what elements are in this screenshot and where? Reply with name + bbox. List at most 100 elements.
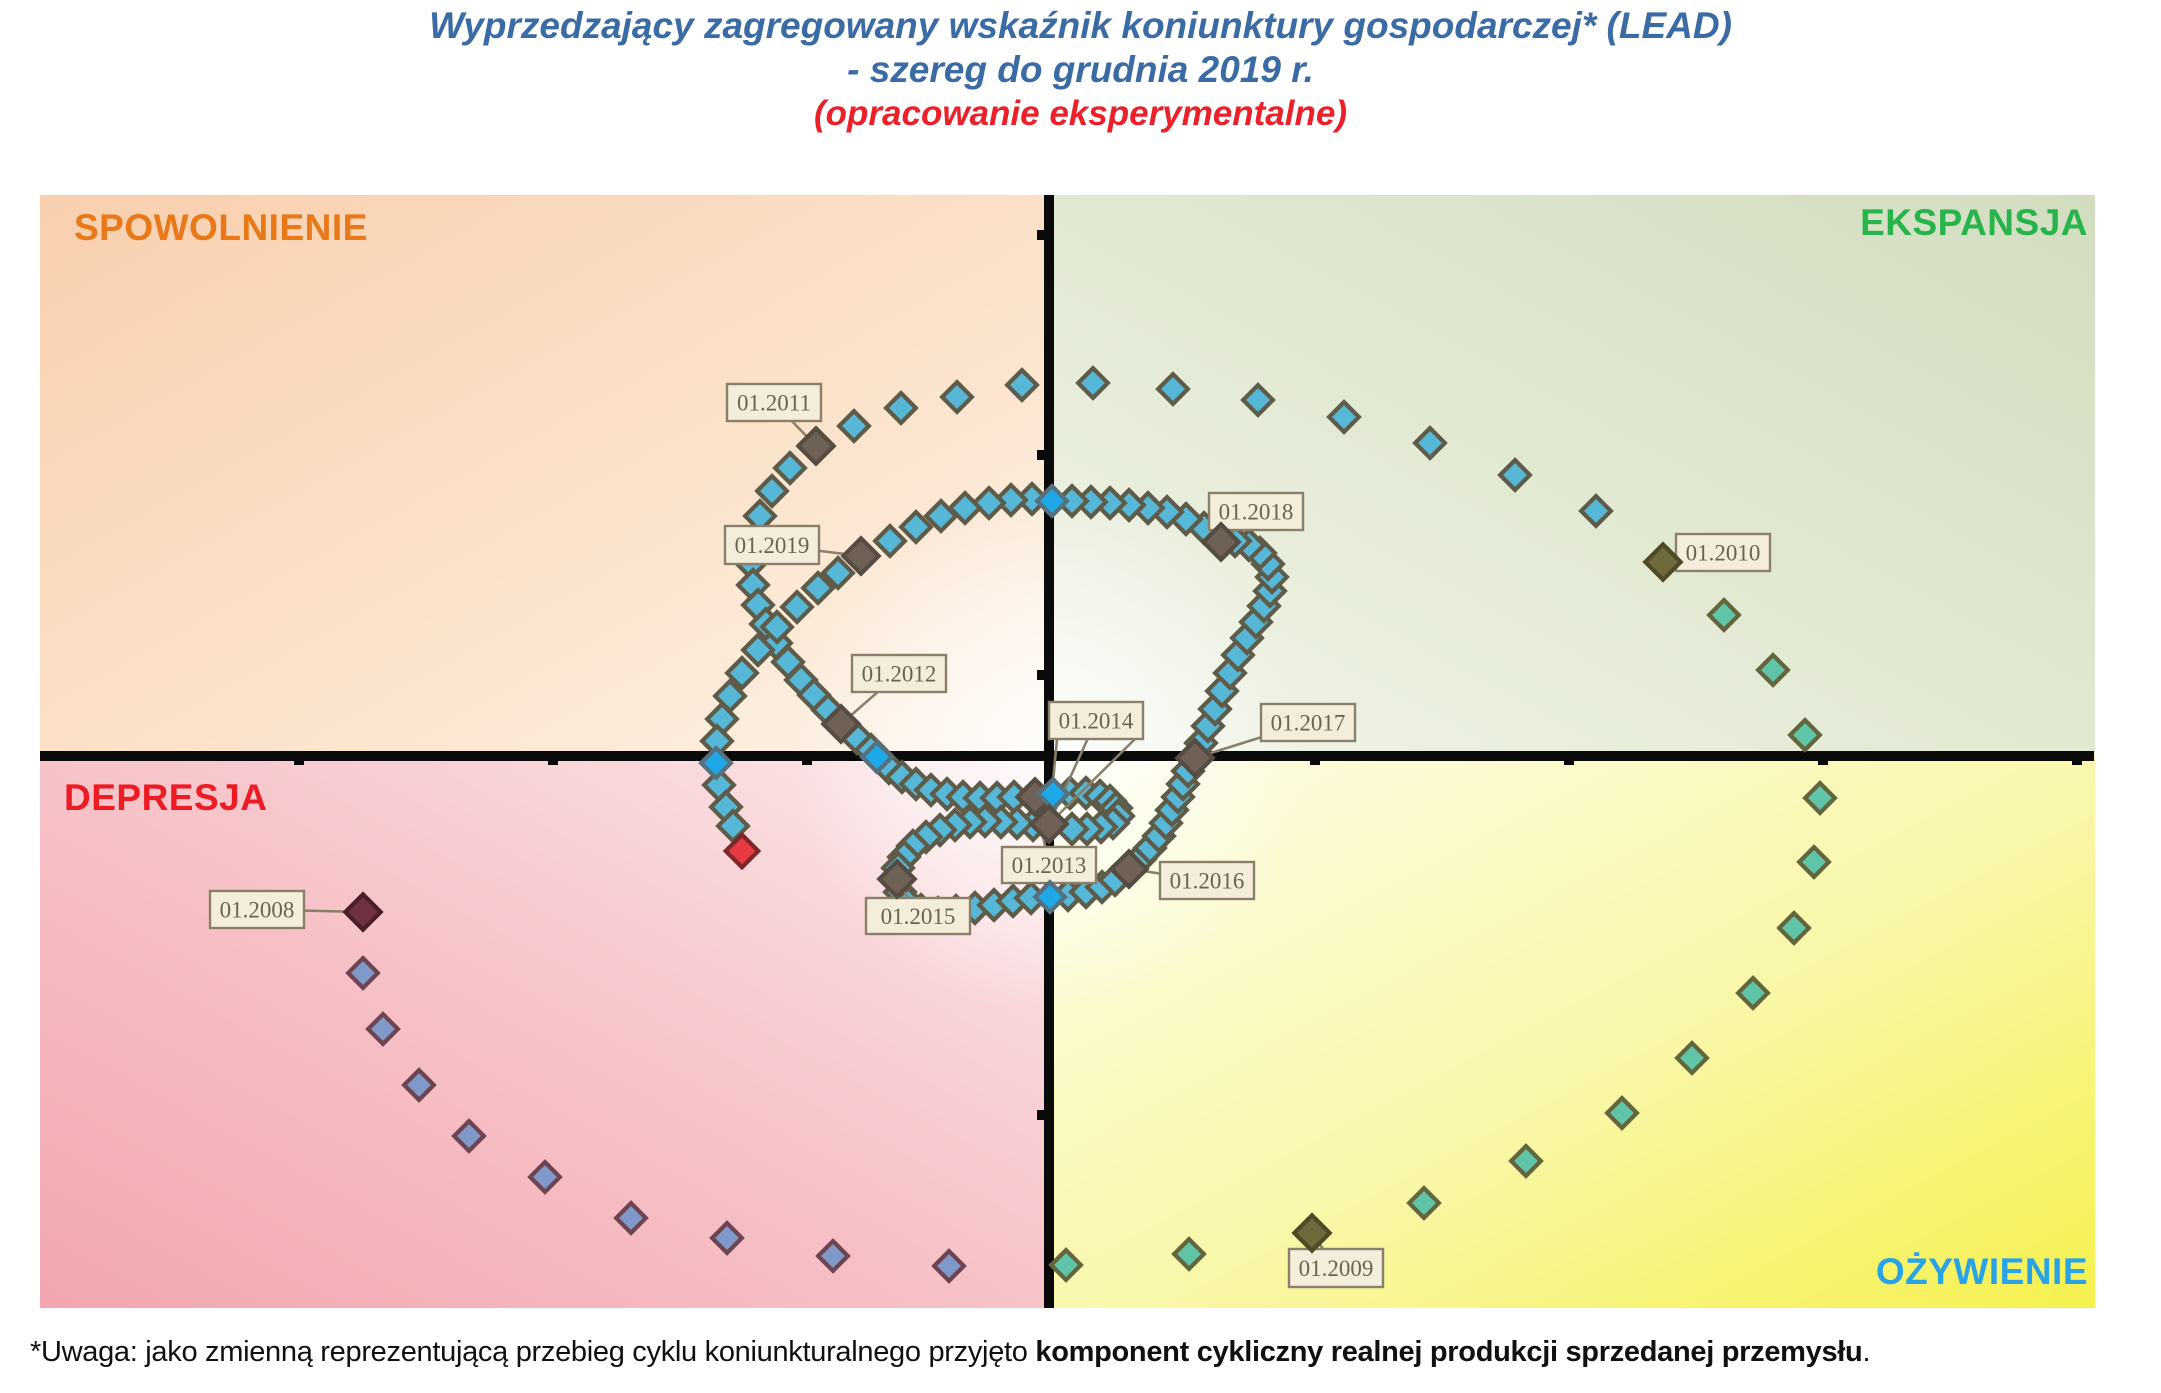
callout-box-01.2009 [1287, 1247, 1385, 1289]
year-marker-diamond-2019 [840, 535, 882, 577]
y-axis-tick [1037, 1110, 1051, 1120]
callout-box-01.2010 [1674, 532, 1772, 573]
callout-box-01.2012 [850, 653, 948, 694]
callout-label-01.2011: 01.2011 [737, 391, 811, 416]
data-point-diamond-2009 [1802, 780, 1838, 816]
axis-crossing-diamond [859, 739, 895, 775]
data-point-diamond-2010 [1075, 365, 1111, 401]
x-axis-tick [1818, 751, 1828, 765]
callout-label-01.2009: 01.2009 [1299, 1256, 1374, 1281]
data-point-diamond-2009 [1674, 1040, 1710, 1076]
callout-pointer-line [1048, 738, 1136, 825]
y-axis-tick [1037, 450, 1051, 460]
data-point-diamond-2019 [740, 632, 776, 668]
data-point-diamond-2008 [709, 1220, 745, 1256]
data-point-diamond-2010 [1578, 493, 1614, 529]
x-axis-tick [1564, 751, 1574, 765]
data-point-diamond-2010 [1004, 367, 1040, 403]
chart-title-line-1: Wyprzedzający zagregowany wskaźnik koniu… [429, 5, 1732, 46]
chart-title: Wyprzedzający zagregowany wskaźnik koniu… [0, 4, 2161, 136]
data-point-diamond-2018 [1054, 483, 1090, 519]
data-point-diamond-2008 [527, 1159, 563, 1195]
data-point-diamond-2009 [1787, 717, 1823, 753]
data-point-diamond-2018 [1073, 484, 1109, 520]
data-point-diamond-2009 [1755, 652, 1791, 688]
data-point-diamond-2008 [931, 1248, 967, 1284]
footnote-suffix: . [1862, 1336, 1871, 1368]
data-point-diamond-2015 [1013, 880, 1049, 916]
quadrant-label-spowolnienie: SPOWOLNIENIE [74, 207, 368, 248]
y-axis-tick [1037, 670, 1051, 680]
data-point-diamond-2009 [1735, 975, 1771, 1011]
data-point-diamond-2009 [1406, 1185, 1442, 1221]
callout-label-01.2008: 01.2008 [220, 898, 295, 923]
data-point-diamond-2009 [1048, 1247, 1084, 1283]
chart-title-line-3: (opracowanie eksperymentalne) [814, 94, 1347, 133]
data-point-diamond-2009 [1171, 1236, 1207, 1272]
callout-box-01.2016 [1158, 860, 1256, 901]
data-point-diamond-2010 [883, 390, 919, 426]
callout-box-01.2014 [1047, 700, 1145, 741]
callout-box-01.2008 [208, 889, 306, 930]
data-point-diamond-2009 [1604, 1095, 1640, 1131]
year-marker-diamond-2012 [820, 703, 862, 745]
data-point-diamond-2009 [1706, 597, 1742, 633]
data-point-diamond-2011 [772, 450, 808, 486]
x-axis-tick [1310, 751, 1320, 765]
callout-box-01.2011 [725, 382, 823, 423]
year-marker-diamond-2018 [1200, 521, 1242, 563]
data-point-diamond-2019 [820, 555, 856, 591]
data-point-diamond-2011 [754, 473, 790, 509]
data-point-diamond-2010 [1326, 399, 1362, 435]
data-point-diamond-2018 [971, 485, 1007, 521]
data-point-diamond-2018 [993, 482, 1029, 518]
quadrant-label-depresja: DEPRESJA [64, 777, 268, 818]
x-axis-tick [548, 751, 558, 765]
x-axis-tick [294, 751, 304, 765]
year-marker-diamond-2016 [1108, 848, 1150, 890]
callout-label-01.2012: 01.2012 [862, 662, 937, 687]
year-marker-diamond-2014 [1028, 803, 1070, 845]
data-point-diamond-2008 [613, 1200, 649, 1236]
footnote: *Uwaga: jako zmienną reprezentującą prze… [30, 1336, 2150, 1369]
year-marker-diamond-2011 [795, 425, 837, 467]
data-point-diamond-2010 [939, 379, 975, 415]
horizontal-axis [40, 751, 2094, 761]
quadrant-label-ozywienie: OŻYWIENIE [1875, 1251, 2088, 1292]
callout-box-01.2018 [1207, 491, 1305, 532]
latest-point-diamond [722, 831, 762, 871]
data-point-diamond-2010 [1155, 371, 1191, 407]
data-point-diamond-2009 [1776, 910, 1812, 946]
data-point-diamond-2009 [1508, 1143, 1544, 1179]
data-point-diamond-2008 [365, 1011, 401, 1047]
data-point-diamond-2019 [800, 570, 836, 606]
x-axis-tick [802, 751, 812, 765]
data-point-diamond-2019 [699, 723, 735, 759]
data-point-diamond-2019 [779, 589, 815, 625]
callout-box-01.2015 [864, 896, 972, 936]
year-marker-diamond-2009 [1291, 1212, 1333, 1254]
callout-label-01.2013: 01.2013 [1012, 853, 1087, 878]
data-point-diamond-2018 [923, 498, 959, 534]
year-marker-diamond-2015 [876, 858, 918, 900]
axis-crossing-diamond [1032, 879, 1068, 915]
data-point-diamond-2008 [401, 1067, 437, 1103]
axis-crossing-diamond [698, 745, 734, 781]
data-point-diamond-2018 [898, 509, 934, 545]
data-point-diamond-2010 [1412, 425, 1448, 461]
data-point-diamond-2009 [1796, 844, 1832, 880]
callout-label-01.2015: 01.2015 [881, 904, 956, 929]
data-point-diamond-2010 [1240, 382, 1276, 418]
data-point-diamond-2010 [1497, 457, 1533, 493]
data-point-diamond-2018 [1014, 481, 1050, 517]
callout-box-01.2017 [1259, 702, 1357, 743]
quadrant-label-ekspansja: EKSPANSJA [1860, 202, 2088, 243]
data-point-diamond-2018 [1092, 485, 1128, 521]
x-axis-tick [2072, 751, 2082, 765]
footnote-normal-text: *Uwaga: jako zmienną reprezentującą prze… [30, 1336, 1036, 1368]
data-point-diamond-2019 [759, 609, 795, 645]
callout-label-01.2016: 01.2016 [1170, 869, 1245, 894]
data-point-diamond-2012 [996, 779, 1032, 815]
footnote-bold-text: komponent cykliczny realnej produkcji sp… [1035, 1336, 1863, 1368]
